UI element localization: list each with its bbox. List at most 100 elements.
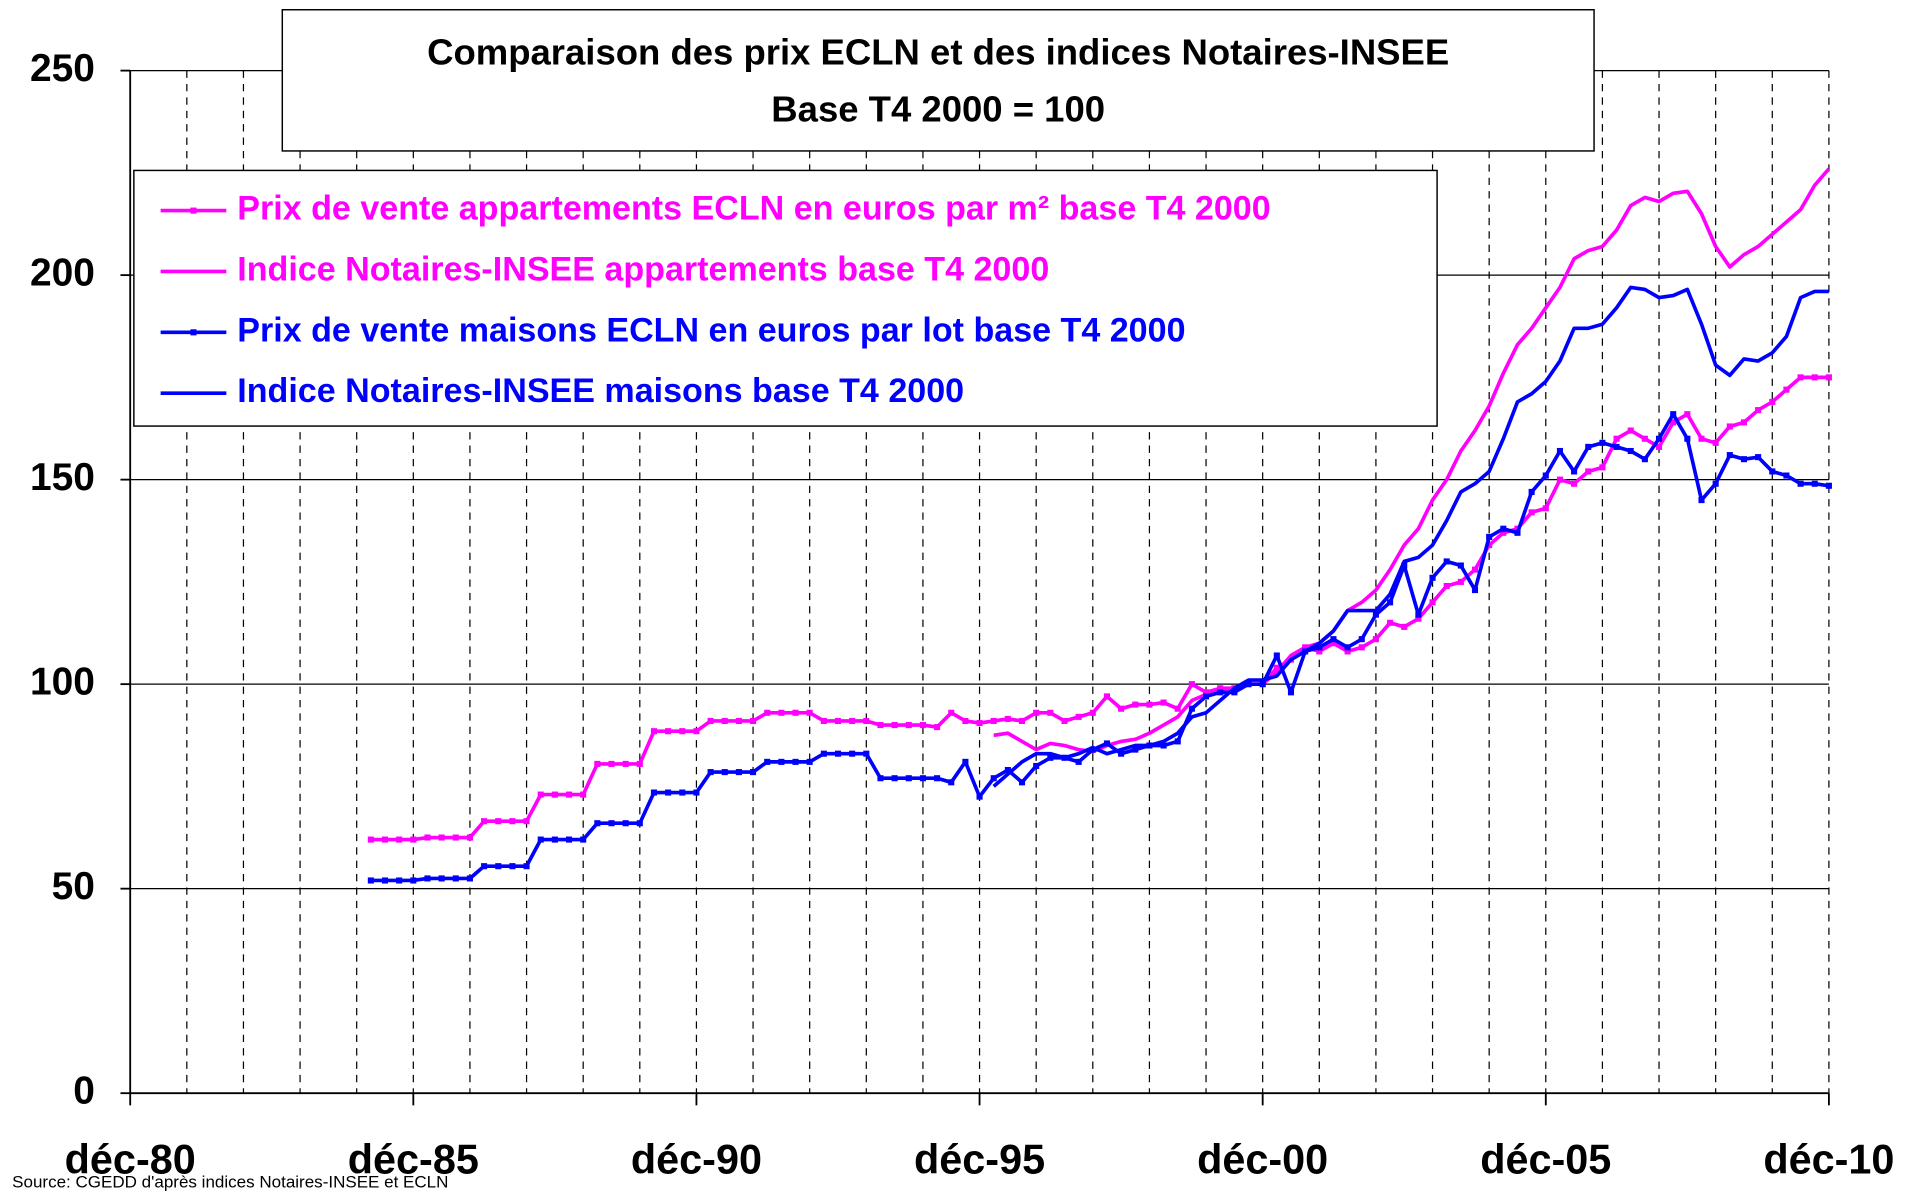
data-point <box>1344 644 1351 651</box>
data-point <box>622 760 629 767</box>
data-point <box>1471 566 1479 573</box>
data-point <box>1103 740 1110 747</box>
data-point <box>1075 758 1082 765</box>
data-point <box>1316 648 1323 655</box>
source-note: Source: CGEDD d'après indices Notaires-I… <box>12 1173 448 1192</box>
data-point <box>905 722 912 729</box>
data-point <box>1160 699 1167 706</box>
data-point <box>565 791 573 798</box>
data-point <box>1415 611 1422 618</box>
data-point <box>1217 689 1224 696</box>
data-point <box>1698 435 1705 442</box>
data-point <box>721 769 728 776</box>
y-tick-label: 0 <box>73 1069 95 1112</box>
data-point <box>424 834 431 841</box>
chart-title: Comparaison des prix ECLN et des indices… <box>427 31 1449 72</box>
series-line <box>370 412 1830 883</box>
data-point <box>1047 709 1054 716</box>
data-point <box>1061 717 1068 725</box>
data-point <box>608 760 615 767</box>
data-point <box>594 820 601 827</box>
data-point <box>1217 685 1224 692</box>
data-point <box>764 709 771 716</box>
data-point <box>1018 717 1026 725</box>
data-point <box>580 836 587 843</box>
data-point <box>1726 452 1733 459</box>
data-point <box>650 789 658 796</box>
data-point <box>1712 439 1719 446</box>
data-point <box>1344 648 1351 655</box>
data-point <box>1188 705 1195 712</box>
data-point <box>1273 652 1280 659</box>
data-point <box>396 836 403 843</box>
data-point <box>410 877 417 884</box>
data-point <box>1075 713 1082 720</box>
data-point <box>1599 439 1606 446</box>
data-point <box>466 875 473 882</box>
data-point <box>1769 468 1776 475</box>
data-point <box>565 836 573 843</box>
data-point <box>1542 472 1549 479</box>
data-point <box>551 836 558 843</box>
data-point <box>679 728 686 735</box>
legend-label: Indice Notaires-INSEE appartements base … <box>237 250 1049 288</box>
data-point <box>1089 746 1096 753</box>
data-point <box>452 875 459 882</box>
data-point <box>863 717 870 725</box>
data-point <box>919 775 926 782</box>
data-point <box>919 722 926 729</box>
y-tick-label: 50 <box>52 865 95 908</box>
data-point <box>1471 587 1479 594</box>
data-point <box>764 758 771 765</box>
legend-box <box>133 169 1438 427</box>
data-point <box>1797 480 1804 487</box>
data-point <box>1358 636 1365 643</box>
y-tick-label: 100 <box>30 660 95 703</box>
legend-label: Prix de vente maisons ECLN en euros par … <box>237 311 1185 349</box>
data-point <box>1740 456 1748 463</box>
data-point <box>594 760 601 767</box>
data-point <box>1613 435 1620 442</box>
data-point <box>1245 681 1252 688</box>
data-point <box>735 717 742 725</box>
data-point <box>1599 464 1606 471</box>
data-point <box>1528 488 1535 495</box>
data-point <box>1755 454 1762 461</box>
data-point <box>1457 578 1464 585</box>
data-point <box>1613 443 1620 450</box>
data-point <box>934 775 941 782</box>
data-point <box>1825 374 1832 381</box>
data-point <box>452 834 459 841</box>
data-point <box>1287 689 1295 696</box>
data-point <box>495 863 502 870</box>
data-point <box>1401 623 1408 630</box>
data-point <box>948 709 955 716</box>
legend-label: Indice Notaires-INSEE maisons base T4 20… <box>237 372 964 410</box>
data-point <box>438 834 445 841</box>
x-tick-label: déc-00 <box>1197 1136 1328 1182</box>
data-point <box>1811 480 1818 487</box>
title-box <box>281 9 1595 152</box>
plot-area <box>367 167 1832 884</box>
data-point <box>834 750 842 757</box>
legend-label: Prix de vente appartements ECLN en euros… <box>237 190 1270 228</box>
data-point <box>367 877 374 884</box>
data-point <box>778 709 785 716</box>
data-point <box>792 758 799 765</box>
data-point <box>509 818 516 825</box>
data-point <box>707 717 714 725</box>
legend-marker <box>190 207 197 214</box>
x-tick-label: déc-85 <box>348 1136 479 1182</box>
data-point <box>636 820 643 827</box>
data-point <box>1514 529 1521 536</box>
legend: Prix de vente appartements ECLN en euros… <box>160 190 1271 410</box>
data-point <box>1797 374 1804 381</box>
data-point <box>608 820 615 827</box>
data-point <box>665 728 672 735</box>
data-point <box>481 818 488 825</box>
data-point <box>1627 447 1634 455</box>
data-point <box>1486 542 1493 549</box>
data-point <box>1316 644 1323 651</box>
data-point <box>1387 619 1394 626</box>
data-point <box>1004 767 1011 774</box>
